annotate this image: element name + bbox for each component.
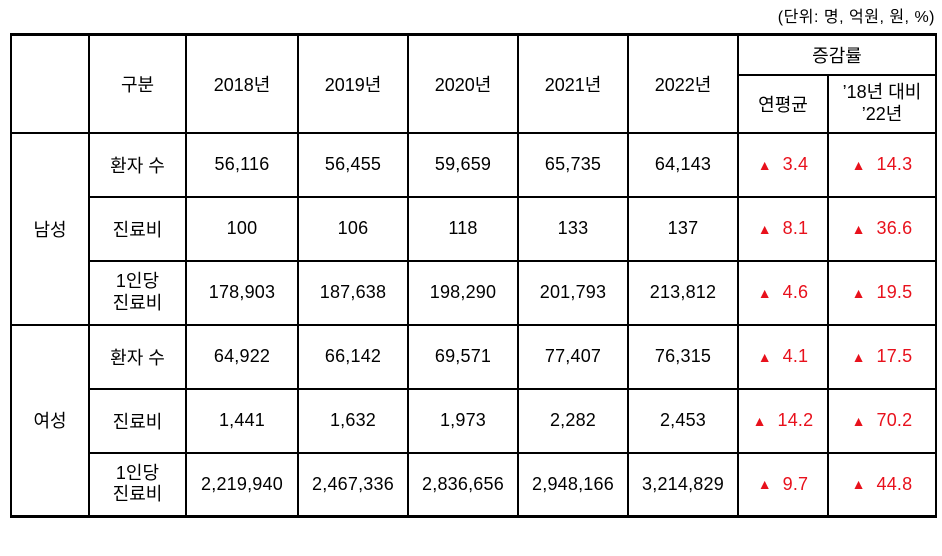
cell-delta-annual: ▲ 14.2: [737, 387, 829, 454]
delta-value: 9.7: [782, 473, 809, 494]
cell-value: 64,922: [185, 323, 299, 390]
row-label-text: 1인당 진료비: [112, 463, 163, 505]
cell-value: 213,812: [627, 259, 739, 326]
cell-value: 100: [185, 195, 299, 262]
row-label: 1인당 진료비: [88, 451, 187, 518]
header-row-1: 구분 2018년 2019년 2020년 2021년 2022년 증감률: [10, 33, 937, 134]
cell-value: 59,659: [407, 131, 519, 198]
table-row-male-cost: 진료비 100 106 118 133 137 ▲ 8.1 ▲ 36.6: [11, 195, 937, 262]
delta-value: 4.1: [782, 346, 809, 366]
cell-value: 187,638: [297, 259, 409, 326]
header-year-2022: 2022년: [627, 33, 739, 134]
cell-value: 1,441: [185, 387, 299, 454]
up-triangle-icon: ▲: [851, 220, 866, 237]
header-year-2018: 2018년: [185, 33, 299, 134]
cell-value: 198,290: [407, 259, 519, 326]
table-row-male-patients: 남성 환자 수 56,116 56,455 59,659 65,735 64,1…: [10, 131, 937, 326]
cell-value: 106: [297, 195, 409, 262]
cell-delta-annual: ▲ 4.1: [737, 323, 829, 390]
cell-delta-annual: ▲ 3.4: [737, 131, 829, 198]
statistics-table: 구분 2018년 2019년 2020년 2021년 2022년 증감률 연평균…: [10, 33, 937, 518]
cell-delta-annual: ▲ 8.1: [737, 195, 829, 262]
cell-value: 2,948,166: [517, 451, 629, 518]
up-triangle-icon: ▲: [757, 220, 772, 237]
up-triangle-icon: ▲: [851, 476, 866, 493]
unit-note: (단위: 명, 억원, 원, %): [777, 9, 935, 26]
cell-value: 2,836,656: [407, 451, 519, 518]
up-triangle-icon: ▲: [757, 476, 772, 493]
header-year-2020: 2020년: [407, 33, 519, 134]
cell-value: 137: [627, 195, 739, 262]
header-annual-average: 연평균: [737, 73, 829, 134]
delta-value: 36.6: [876, 218, 913, 238]
cell-delta-vs: ▲ 14.3: [827, 131, 937, 198]
header-row-2: 연평균 ’18년 대비 ’22년: [11, 73, 937, 134]
table-row-female-cost-per-capita: 1인당 진료비 2,219,940 2,467,336 2,836,656 2,…: [11, 451, 937, 518]
delta-value: 8.1: [782, 218, 809, 238]
table-row-female-cost: 진료비 1,441 1,632 1,973 2,282 2,453 ▲ 14.2 …: [11, 387, 937, 454]
delta-value: 44.8: [876, 473, 913, 494]
header-vs-18-22: ’18년 대비 ’22년: [827, 73, 937, 134]
up-triangle-icon: ▲: [851, 156, 866, 173]
delta-value: 14.2: [777, 410, 814, 430]
delta-value: 70.2: [876, 410, 913, 430]
header-year-2021: 2021년: [517, 33, 629, 134]
header-year-2019: 2019년: [297, 33, 409, 134]
row-label: 1인당 진료비: [88, 259, 187, 326]
row-label: 진료비: [88, 387, 187, 454]
cell-value: 76,315: [627, 323, 739, 390]
up-triangle-icon: ▲: [851, 412, 866, 429]
header-vs-18-22-label: ’18년 대비 ’22년: [842, 82, 922, 124]
delta-value: 19.5: [876, 282, 913, 302]
cell-value: 133: [517, 195, 629, 262]
cell-value: 3,214,829: [627, 451, 739, 518]
delta-value: 3.4: [782, 154, 809, 174]
cell-delta-vs: ▲ 70.2: [827, 387, 937, 454]
header-change-group: 증감률: [737, 33, 937, 76]
cell-delta-vs: ▲ 19.5: [827, 259, 937, 326]
cell-delta-vs: ▲ 44.8: [827, 451, 937, 518]
up-triangle-icon: ▲: [752, 412, 767, 429]
cell-delta-annual: ▲ 4.6: [737, 259, 829, 326]
cell-value: 118: [407, 195, 519, 262]
delta-value: 14.3: [876, 154, 913, 174]
delta-value: 17.5: [876, 346, 913, 366]
cell-value: 69,571: [407, 323, 519, 390]
cell-value: 65,735: [517, 131, 629, 198]
up-triangle-icon: ▲: [757, 284, 772, 301]
row-label-text: 1인당 진료비: [112, 271, 163, 313]
up-triangle-icon: ▲: [851, 284, 866, 301]
up-triangle-icon: ▲: [757, 156, 772, 173]
cell-value: 201,793: [517, 259, 629, 326]
cell-value: 2,219,940: [185, 451, 299, 518]
cell-delta-vs: ▲ 17.5: [827, 323, 937, 390]
table-row-female-patients: 여성 환자 수 64,922 66,142 69,571 77,407 76,3…: [10, 323, 937, 518]
delta-value: 4.6: [782, 282, 809, 302]
row-label: 진료비: [88, 195, 187, 262]
cell-value: 56,455: [297, 131, 409, 198]
cell-value: 178,903: [185, 259, 299, 326]
cell-value: 1,973: [407, 387, 519, 454]
cell-value: 64,143: [627, 131, 739, 198]
table-row-male-cost-per-capita: 1인당 진료비 178,903 187,638 198,290 201,793 …: [11, 259, 937, 326]
cell-value: 77,407: [517, 323, 629, 390]
cell-value: 2,453: [627, 387, 739, 454]
group-label-male: 남성: [10, 131, 90, 326]
cell-value: 66,142: [297, 323, 409, 390]
up-triangle-icon: ▲: [757, 348, 772, 365]
group-label-female: 여성: [10, 323, 90, 518]
row-label: 환자 수: [88, 131, 187, 198]
up-triangle-icon: ▲: [851, 348, 866, 365]
cell-value: 2,282: [517, 387, 629, 454]
cell-value: 56,116: [185, 131, 299, 198]
row-label: 환자 수: [88, 323, 187, 390]
cell-value: 2,467,336: [297, 451, 409, 518]
cell-delta-vs: ▲ 36.6: [827, 195, 937, 262]
header-empty-cell: [10, 33, 90, 134]
cell-value: 1,632: [297, 387, 409, 454]
cell-delta-annual: ▲ 9.7: [737, 451, 829, 518]
header-category: 구분: [88, 33, 187, 134]
